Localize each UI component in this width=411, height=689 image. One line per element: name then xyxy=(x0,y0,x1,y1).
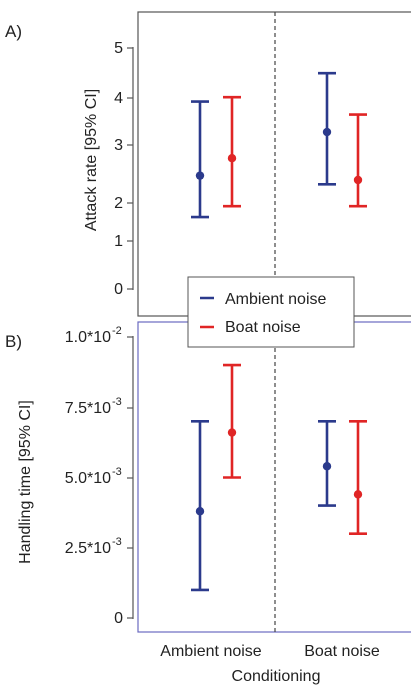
mean-point xyxy=(353,490,363,499)
error-bar-ambient-boat-cond xyxy=(318,419,336,507)
mean-point xyxy=(227,154,237,163)
error-bar-boat-boat-cond xyxy=(349,113,367,208)
panel-b-frame xyxy=(132,321,411,633)
panel-a: A) Attack rate [95% CI] 0 1 2 3 4 5 xyxy=(5,11,411,317)
x-category-boat-noise: Boat noise xyxy=(304,643,380,660)
error-bar-boat-boat-cond xyxy=(349,419,367,536)
mean-point xyxy=(353,175,363,185)
error-bar-ambient-ambient-cond xyxy=(191,419,209,592)
mean-point xyxy=(195,171,205,180)
panel-a-tag: A) xyxy=(5,22,22,41)
y-tick-label: 7.5*10 xyxy=(65,400,111,417)
x-category-ambient-noise: Ambient noise xyxy=(160,643,261,660)
y-tick-label: 1 xyxy=(114,233,123,250)
panel-b-y-axis-title: Handling time [95% CI] xyxy=(17,400,34,564)
y-tick-exponent: -2 xyxy=(112,325,122,337)
legend-box xyxy=(187,276,355,348)
mean-point xyxy=(322,127,332,137)
y-tick-label: 0 xyxy=(114,610,123,627)
y-tick-label: 0 xyxy=(114,281,123,298)
panel-a-y-ticks: 0 1 2 3 4 5 xyxy=(114,40,133,298)
mean-point xyxy=(227,428,237,437)
panel-b-tag: B) xyxy=(5,332,22,351)
error-bar-ambient-ambient-cond xyxy=(191,100,209,219)
y-tick-exponent: -3 xyxy=(112,396,122,408)
error-bar-boat-ambient-cond xyxy=(223,95,241,208)
panel-a-marks xyxy=(191,71,367,219)
panel-a-y-axis-title: Attack rate [95% CI] xyxy=(83,89,100,231)
y-tick-label: 2 xyxy=(114,195,123,212)
legend-boat-label: Boat noise xyxy=(225,319,301,336)
mean-point xyxy=(195,507,205,516)
y-tick-label: 5 xyxy=(114,40,123,57)
x-axis-title: Conditioning xyxy=(232,668,321,685)
legend: Ambient noise Boat noise xyxy=(187,276,355,348)
legend-ambient-label: Ambient noise xyxy=(225,291,326,308)
y-tick-label: 1.0*10 xyxy=(65,329,111,346)
panel-b: B) Handling time [95% CI] 02.5*10 -35.0*1… xyxy=(5,321,411,633)
panel-b-marks xyxy=(191,363,367,592)
mean-point xyxy=(322,462,332,471)
y-tick-label: 3 xyxy=(114,137,123,154)
y-tick-label: 2.5*10 xyxy=(65,540,111,557)
error-bar-ambient-boat-cond xyxy=(318,71,336,186)
y-tick-exponent: -3 xyxy=(112,466,122,478)
y-tick-label: 5.0*10 xyxy=(65,470,111,487)
error-bar-boat-ambient-cond xyxy=(223,363,241,479)
y-tick-label: 4 xyxy=(114,90,123,107)
panel-b-y-ticks: 02.5*10 -35.0*10 -37.5*10 -31.0*10 -2 xyxy=(65,325,133,627)
y-tick-exponent: -3 xyxy=(112,536,122,548)
panel-a-frame xyxy=(132,11,411,317)
